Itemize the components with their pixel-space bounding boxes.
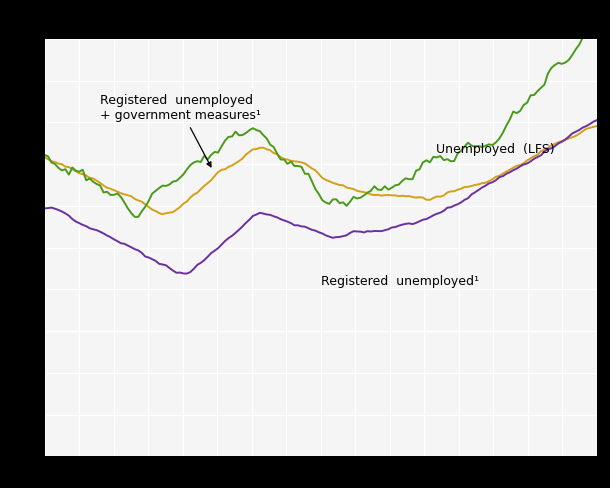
Text: Registered  unemployed¹: Registered unemployed¹: [321, 275, 479, 287]
Text: Registered  unemployed
+ government measures¹: Registered unemployed + government measu…: [100, 95, 260, 167]
Text: Unemployed  (LFS): Unemployed (LFS): [437, 143, 555, 156]
